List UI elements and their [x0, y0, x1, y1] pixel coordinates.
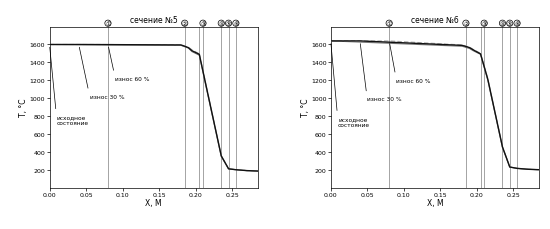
Y-axis label: T, °C: T, °C — [300, 98, 310, 117]
Text: ③: ③ — [200, 22, 206, 27]
Text: ①: ① — [386, 22, 392, 27]
Text: ④: ④ — [218, 22, 224, 27]
Text: износ 30 %: износ 30 % — [360, 44, 402, 102]
Text: исходное
состояние: исходное состояние — [50, 48, 89, 125]
Text: ⑤: ⑤ — [226, 22, 232, 27]
Text: ④: ④ — [499, 22, 505, 27]
Text: износ 30 %: износ 30 % — [79, 48, 124, 99]
Text: ⑤: ⑤ — [507, 22, 513, 27]
X-axis label: X, M: X, M — [145, 198, 162, 207]
Text: ②: ② — [182, 22, 188, 27]
Text: ③: ③ — [481, 22, 487, 27]
Text: ⑥: ⑥ — [514, 22, 520, 27]
Text: ⑥: ⑥ — [233, 22, 239, 27]
X-axis label: X, M: X, M — [427, 198, 443, 207]
Text: ②: ② — [463, 22, 469, 27]
Text: износ 60 %: износ 60 % — [390, 44, 431, 83]
Text: исходное
состояние: исходное состояние — [331, 44, 370, 127]
Text: износ 60 %: износ 60 % — [108, 48, 150, 82]
Y-axis label: T, °C: T, °C — [19, 98, 28, 117]
Title: сечение №5: сечение №5 — [130, 16, 178, 25]
Text: ①: ① — [105, 22, 111, 27]
Title: сечение №6: сечение №6 — [411, 16, 459, 25]
